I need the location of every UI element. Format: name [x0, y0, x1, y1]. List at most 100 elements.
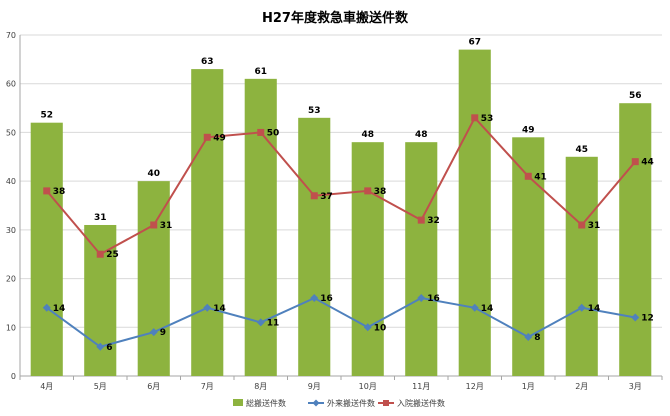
- x-tick-label: 6月: [147, 382, 160, 391]
- line-value-label: 41: [534, 172, 547, 182]
- y-tick-label: 0: [11, 372, 16, 381]
- line-value-label: 14: [481, 304, 494, 314]
- bar-value-label: 40: [147, 169, 160, 179]
- x-tick-label: 2月: [575, 382, 588, 391]
- line-point: [203, 303, 212, 312]
- legend-swatch: [233, 399, 243, 406]
- line-point: [149, 328, 158, 337]
- x-tick-label: 8月: [254, 382, 267, 391]
- line-value-label: 38: [374, 187, 387, 197]
- line-point: [43, 187, 51, 195]
- gridlines: [20, 34, 662, 377]
- line-value-label: 32: [427, 216, 440, 226]
- line-value-label: 6: [106, 343, 112, 353]
- line-value-label: 16: [320, 294, 333, 304]
- bar: [191, 69, 224, 376]
- line-point: [257, 128, 265, 136]
- line-value-label: 37: [320, 192, 333, 202]
- x-tick-label: 1月: [522, 382, 535, 391]
- legend-label: 入院搬送件数: [397, 398, 445, 408]
- line-point: [310, 192, 318, 200]
- x-tick-label: 3月: [629, 382, 642, 391]
- line-value-label: 16: [427, 294, 440, 304]
- bar-value-label: 61: [254, 67, 267, 77]
- bar: [137, 181, 170, 376]
- line-value-label: 11: [267, 318, 280, 328]
- line-value-label: 9: [160, 328, 166, 338]
- legend-label: 総搬送件数: [246, 398, 286, 408]
- bar-value-label: 52: [40, 111, 53, 121]
- bar: [244, 78, 277, 376]
- y-tick-label: 60: [6, 80, 16, 89]
- line-value-label: 25: [106, 250, 119, 260]
- line-point: [96, 342, 105, 351]
- line-point: [631, 158, 639, 166]
- line-point: [578, 221, 586, 229]
- y-tick-label: 20: [6, 275, 16, 284]
- line-value-label: 8: [534, 333, 540, 343]
- bar-value-label: 48: [361, 130, 374, 140]
- x-tick-label: 7月: [201, 382, 214, 391]
- x-tick-label: 5月: [94, 382, 107, 391]
- bar: [351, 142, 384, 376]
- x-tick-label: 10月: [359, 382, 377, 391]
- x-tick-label: 9月: [308, 382, 321, 391]
- bar: [298, 117, 331, 377]
- x-tick-label: 11月: [412, 382, 430, 391]
- legend-marker: [312, 399, 320, 407]
- legend-marker: [383, 400, 389, 406]
- x-tick-label: 4月: [40, 382, 53, 391]
- line-point: [203, 133, 211, 141]
- bar-value-label: 67: [468, 38, 481, 48]
- line-value-label: 12: [641, 314, 654, 324]
- line-point: [471, 114, 479, 122]
- legend: 総搬送件数 外来搬送件数 入院搬送件数: [233, 398, 445, 408]
- bar-value-label: 31: [94, 213, 107, 223]
- bar-value-label: 63: [201, 57, 214, 67]
- line-point: [524, 333, 533, 342]
- bar: [405, 142, 438, 376]
- line-value-label: 31: [588, 221, 601, 231]
- axes: 0 10 20 30 40 50 60 70 4月 5月 6月 7月 8月 9月 10月 11月 12月 1月 2月…: [6, 31, 663, 391]
- line-point: [417, 216, 425, 224]
- y-tick-label: 40: [6, 177, 16, 186]
- line-point: [470, 303, 479, 312]
- line-point: [363, 323, 372, 332]
- line-point: [256, 318, 265, 327]
- bar-value-label: 48: [415, 130, 428, 140]
- bar-series: [30, 49, 652, 377]
- line-point: [417, 294, 426, 303]
- line-point: [150, 221, 158, 229]
- data-labels: 52 31 40 63 61 53 48 48 67 49 45 56 14 6 9 14 11 16 10 16 14…: [40, 38, 653, 353]
- line-value-label: 14: [53, 304, 66, 314]
- line-value-label: 10: [374, 323, 387, 333]
- bar: [84, 224, 117, 376]
- line-value-label: 53: [481, 114, 494, 124]
- bar: [30, 122, 63, 376]
- bar-value-label: 45: [575, 145, 588, 155]
- chart-title: H27年度救急車搬送件数: [262, 10, 409, 26]
- line-point: [524, 172, 532, 180]
- line-point: [577, 303, 586, 312]
- line-value-label: 14: [588, 304, 601, 314]
- line-value-label: 38: [53, 187, 66, 197]
- series-line: [45, 116, 637, 256]
- bar: [565, 156, 598, 376]
- legend-label: 外来搬送件数: [327, 398, 375, 408]
- series-line: [46, 296, 636, 348]
- bar-value-label: 49: [522, 125, 535, 135]
- line-value-label: 14: [213, 304, 226, 314]
- line-value-label: 49: [213, 133, 226, 143]
- bar-value-label: 53: [308, 106, 321, 116]
- line-point: [96, 250, 104, 258]
- line-point: [310, 294, 319, 303]
- line-value-label: 44: [641, 158, 654, 168]
- line-value-label: 31: [160, 221, 173, 231]
- line-point: [631, 313, 640, 322]
- y-tick-label: 30: [6, 226, 16, 235]
- y-tick-label: 50: [6, 128, 16, 137]
- line-value-label: 50: [267, 128, 280, 138]
- bar: [458, 49, 491, 376]
